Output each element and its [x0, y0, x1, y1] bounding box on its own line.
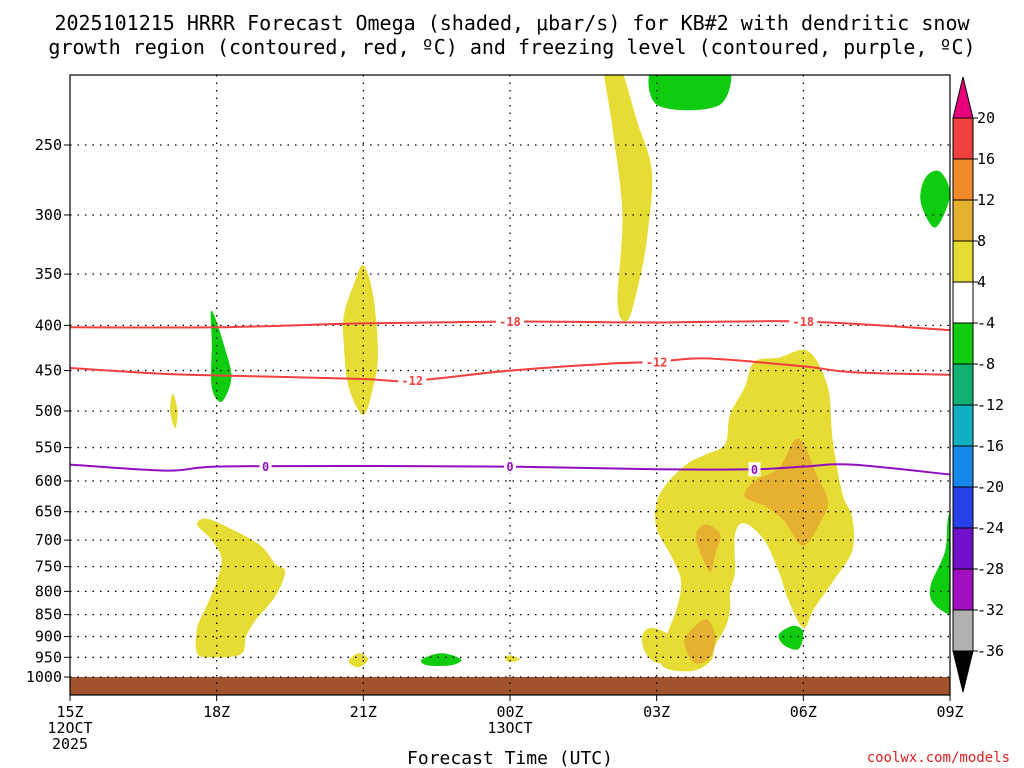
x-tick-label-9-0: 00Z	[496, 703, 523, 721]
y-tick-label-650: 650	[35, 503, 62, 521]
chart-title-line-1: 2025101215 HRRR Forecast Omega (shaded, …	[54, 11, 970, 35]
colorbar-label-1: 16	[977, 150, 995, 168]
omega-region-13	[210, 310, 232, 402]
omega-region-7	[655, 349, 855, 672]
contour-1-label-1: -12	[646, 355, 668, 369]
x-tick-label-18-0: 09Z	[936, 703, 963, 721]
y-tick-label-750: 750	[35, 558, 62, 576]
omega-region-2	[170, 393, 178, 429]
y-tick-label-950: 950	[35, 648, 62, 666]
colorbar-label-8: -16	[977, 437, 1004, 455]
y-tick-label-500: 500	[35, 402, 62, 420]
colorbar-swatch-2	[952, 199, 974, 242]
omega-region-3	[195, 518, 286, 658]
colorbar-label-10: -24	[977, 519, 1004, 537]
contour-2-label-bg-1	[504, 459, 516, 474]
colorbar-label-11: -28	[977, 560, 1004, 578]
x-tick-label-0-0: 15Z	[56, 703, 83, 721]
contour-2-label-0: 0	[262, 460, 269, 474]
colorbar-bottom-arrow	[952, 650, 974, 693]
omega-region-10	[684, 619, 716, 664]
x-tick-label-15-0: 06Z	[790, 703, 817, 721]
credit-text: coolwx.com/models	[867, 750, 1010, 766]
colorbar: 20 16 12 8 4 -4 -8 -12 -16 -20 -24 -28 -32 -36	[952, 76, 1004, 693]
contour-2-label-1: 0	[506, 460, 513, 474]
x-axis-label: Forecast Time (UTC)	[407, 748, 613, 768]
contour-0-label-bg-1	[789, 314, 818, 329]
y-tick-label-250: 250	[35, 136, 62, 154]
colorbar-top-arrow	[952, 76, 974, 119]
x-tick-label-0-2: 2025	[52, 735, 88, 753]
omega-region-15	[778, 625, 804, 650]
colorbar-label-4: 4	[977, 273, 986, 291]
colorbar-label-9: -20	[977, 478, 1004, 496]
colorbar-swatch-8	[952, 445, 974, 488]
y-tick-label-800: 800	[35, 582, 62, 600]
colorbar-swatch-7	[952, 404, 974, 447]
colorbar-swatch-6	[952, 363, 974, 406]
colorbar-label-3: 8	[977, 232, 986, 250]
colorbar-label-0: 20	[977, 109, 995, 127]
colorbar-swatch-10	[952, 527, 974, 570]
colorbar-label-13: -36	[977, 642, 1004, 660]
colorbar-label-2: 12	[977, 191, 995, 209]
omega-region-11	[648, 75, 732, 111]
y-tick-label-400: 400	[35, 316, 62, 334]
omega-shaded-regions	[170, 75, 950, 672]
contour-0-label-1: -18	[792, 315, 814, 329]
colorbar-swatch-12	[952, 609, 974, 652]
contour-1-label-0: -12	[401, 374, 423, 388]
x-tick-label-0-1: 12OCT	[47, 719, 92, 737]
surface-terrain	[70, 677, 950, 695]
omega-region-1	[342, 265, 378, 415]
y-tick-label-600: 600	[35, 472, 62, 490]
colorbar-label-12: -32	[977, 601, 1004, 619]
omega-region-8	[744, 438, 828, 546]
omega-region-9	[695, 524, 721, 572]
x-tick-label-12-0: 03Z	[643, 703, 670, 721]
chart-title-line-2: growth region (contoured, red, ºC) and f…	[48, 35, 975, 59]
contour-1-label-bg-1	[642, 354, 671, 369]
omega-region-14	[929, 511, 950, 615]
y-tick-label-350: 350	[35, 265, 62, 283]
colorbar-swatch-9	[952, 486, 974, 529]
omega-region-4	[348, 653, 369, 668]
x-tick-label-6-0: 21Z	[350, 703, 377, 721]
contour-0-label-bg-0	[496, 314, 524, 329]
colorbar-label-5: -4	[977, 314, 995, 332]
colorbar-swatch-11	[952, 568, 974, 611]
colorbar-swatch-4	[952, 281, 974, 324]
colorbar-label-7: -12	[977, 396, 1004, 414]
x-tick-label-9-1: 13OCT	[487, 719, 532, 737]
contour-1-label-bg-0	[398, 373, 427, 388]
y-tick-label-850: 850	[35, 606, 62, 624]
y-tick-label-1000: 1000	[26, 668, 62, 686]
colorbar-swatch-3	[952, 240, 974, 283]
y-tick-label-700: 700	[35, 531, 62, 549]
colorbar-label-6: -8	[977, 355, 995, 373]
contour-2-line	[70, 463, 950, 476]
omega-region-5	[505, 655, 520, 663]
x-tick-label-3-0: 18Z	[203, 703, 230, 721]
temperature-contours: -18 -18 -12 -12 0 0 0	[70, 314, 950, 477]
omega-region-12	[920, 170, 950, 228]
omega-region-16	[421, 653, 462, 667]
contour-2-label-bg-2	[748, 462, 761, 477]
omega-region-0	[604, 75, 653, 322]
contour-2-label-bg-0	[259, 459, 272, 474]
contour-1-line	[70, 357, 950, 383]
colorbar-swatch-1	[952, 158, 974, 201]
y-tick-label-450: 450	[35, 362, 62, 380]
y-tick-label-900: 900	[35, 628, 62, 646]
y-axis-ticks: 250 300 350 400 450 500 550 600 650 700 750 800 850 9…	[26, 136, 70, 686]
y-tick-label-300: 300	[35, 206, 62, 224]
y-tick-label-550: 550	[35, 439, 62, 457]
colorbar-swatch-0	[952, 117, 974, 160]
contour-2-label-2: 0	[751, 463, 758, 477]
contour-0-label-0: -18	[499, 315, 521, 329]
colorbar-swatch-5	[952, 322, 974, 365]
